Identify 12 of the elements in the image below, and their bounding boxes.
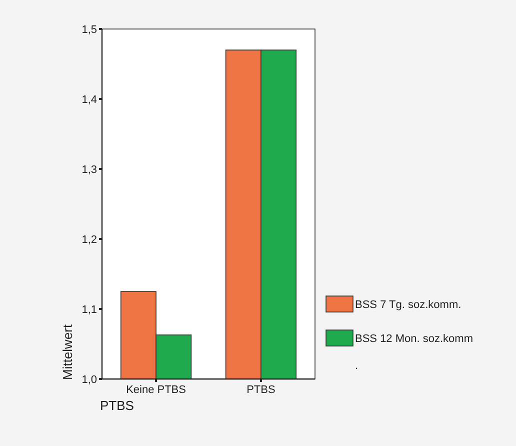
y-tick-label: 1,5 <box>82 24 97 36</box>
y-axis-title: Mittelwert <box>60 324 75 380</box>
y-tick-label: 1,2 <box>82 234 97 246</box>
x-axis-title: PTBS <box>100 398 134 413</box>
y-tick-label: 1,4 <box>82 94 97 106</box>
y-tick-label: 1,1 <box>82 304 97 316</box>
x-tick-label: Keine PTBS <box>126 384 186 396</box>
y-tick-label: 1,3 <box>82 164 97 176</box>
legend-label: BSS 7 Tg. soz.komm. <box>355 299 462 311</box>
legend-label: BSS 12 Mon. soz.komm <box>355 333 473 345</box>
y-tick-label: 1,0 <box>82 374 97 386</box>
text: . <box>355 360 358 372</box>
